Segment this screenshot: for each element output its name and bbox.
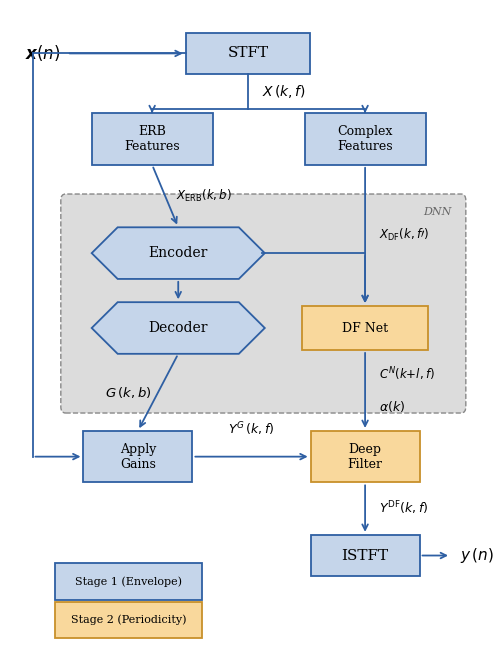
Text: Stage 2 (Periodicity): Stage 2 (Periodicity) bbox=[71, 615, 186, 625]
FancyBboxPatch shape bbox=[61, 194, 466, 413]
Text: STFT: STFT bbox=[227, 47, 269, 60]
Text: $C^N(k{+}l,f)$: $C^N(k{+}l,f)$ bbox=[379, 366, 435, 384]
FancyBboxPatch shape bbox=[55, 602, 202, 638]
Text: $y\,(n)$: $y\,(n)$ bbox=[460, 546, 494, 565]
FancyBboxPatch shape bbox=[302, 306, 428, 350]
FancyBboxPatch shape bbox=[186, 33, 310, 73]
Text: ISTFT: ISTFT bbox=[341, 548, 389, 563]
Polygon shape bbox=[92, 227, 265, 279]
Text: $Y^{\rm DF}(k,f)$: $Y^{\rm DF}(k,f)$ bbox=[379, 500, 429, 518]
Text: Encoder: Encoder bbox=[149, 246, 208, 260]
Text: Stage 1 (Envelope): Stage 1 (Envelope) bbox=[75, 576, 182, 586]
Text: DF Net: DF Net bbox=[342, 321, 388, 335]
FancyBboxPatch shape bbox=[83, 431, 193, 482]
Text: $X\,(k,f)$: $X\,(k,f)$ bbox=[262, 83, 306, 100]
Text: $G\,(k,b)$: $G\,(k,b)$ bbox=[105, 385, 152, 400]
FancyBboxPatch shape bbox=[311, 431, 419, 482]
Text: $Y^G\,(k,f)$: $Y^G\,(k,f)$ bbox=[228, 420, 275, 438]
Text: Apply
Gains: Apply Gains bbox=[120, 443, 156, 470]
FancyBboxPatch shape bbox=[92, 113, 212, 165]
Text: Complex
Features: Complex Features bbox=[337, 125, 393, 153]
Text: ERB
Features: ERB Features bbox=[124, 125, 180, 153]
Text: $X_{\rm DF}(k,f\prime)$: $X_{\rm DF}(k,f\prime)$ bbox=[379, 228, 430, 243]
Text: $\bfit{x}$$(n)$: $\bfit{x}$$(n)$ bbox=[25, 43, 61, 64]
Text: Deep
Filter: Deep Filter bbox=[348, 443, 382, 470]
Text: $X_{\rm ERB}(k,b)$: $X_{\rm ERB}(k,b)$ bbox=[176, 188, 232, 204]
Text: DNN: DNN bbox=[423, 207, 452, 216]
FancyBboxPatch shape bbox=[311, 535, 419, 577]
Polygon shape bbox=[92, 302, 265, 354]
Text: $\alpha(k)$: $\alpha(k)$ bbox=[379, 399, 406, 414]
Text: Decoder: Decoder bbox=[149, 321, 208, 335]
FancyBboxPatch shape bbox=[305, 113, 425, 165]
FancyBboxPatch shape bbox=[55, 564, 202, 600]
